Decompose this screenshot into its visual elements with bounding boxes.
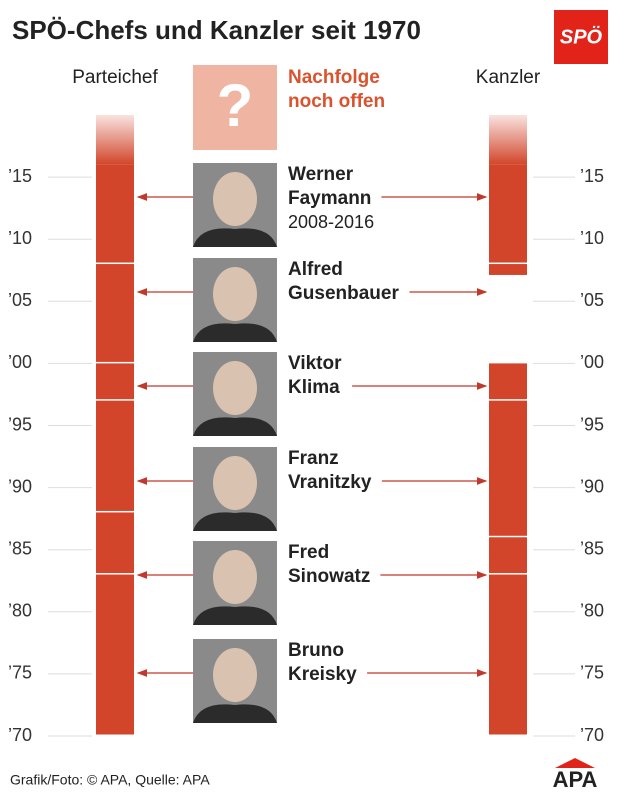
right-label: Kanzler (476, 67, 541, 88)
person-name: Gusenbauer (288, 283, 399, 304)
bar-segment (96, 512, 134, 574)
photo-face (213, 172, 257, 226)
y-tick-label: ’00 (8, 352, 32, 372)
photo-face (213, 648, 257, 702)
y-tick-label: ’75 (8, 663, 32, 683)
person-name: Alfred (288, 259, 343, 280)
photo-body (193, 606, 277, 625)
bar-segment (96, 363, 134, 400)
chart-title: SPÖ-Chefs und Kanzler seit 1970 (12, 15, 421, 45)
photo-face (213, 456, 257, 510)
vacancy-mark: ? (217, 72, 254, 139)
y-tick-label: ’70 (580, 725, 604, 745)
brand-mark (555, 758, 595, 768)
left-label: Parteichef (72, 67, 158, 88)
photo-face (213, 550, 257, 604)
person-name: Viktor (288, 353, 342, 374)
bar-segment (96, 164, 134, 263)
bar-segment (489, 363, 527, 400)
bar-segment (489, 537, 527, 574)
bar-fade (96, 115, 134, 165)
photo-body (193, 228, 277, 247)
person-name: Franz (288, 448, 339, 469)
y-tick-label: ’80 (580, 601, 604, 621)
y-tick-label: ’10 (580, 228, 604, 248)
y-tick-label: ’05 (580, 290, 604, 310)
logo-box (554, 10, 608, 64)
brand: APA (553, 767, 598, 792)
y-tick-label: ’10 (8, 228, 32, 248)
photo-face (213, 267, 257, 321)
bar-fade (489, 115, 527, 165)
bar-segment (96, 264, 134, 362)
y-tick-label: ’05 (8, 290, 32, 310)
person-name: Vranitzky (288, 472, 372, 493)
vacancy-text: noch offen (288, 91, 385, 112)
person-name: Kreisky (288, 664, 357, 685)
y-tick-label: ’75 (580, 663, 604, 683)
person-note: 2008-2016 (288, 212, 374, 232)
bar-segment (96, 574, 134, 735)
vacancy-text: Nachfolge (288, 67, 380, 88)
y-tick-label: ’00 (580, 352, 604, 372)
y-tick-label: ’70 (8, 725, 32, 745)
bar-segment (489, 264, 527, 275)
source: Grafik/Foto: © APA, Quelle: APA (10, 772, 210, 788)
y-tick-label: ’15 (8, 166, 32, 186)
photo-body (193, 323, 277, 342)
person-name: Klima (288, 377, 340, 398)
y-tick-label: ’85 (8, 538, 32, 558)
photo-face (213, 361, 257, 415)
person-name: Bruno (288, 640, 344, 661)
y-tick-label: ’95 (580, 414, 604, 434)
bar-segment (489, 164, 527, 263)
y-tick-label: ’90 (580, 476, 604, 496)
y-tick-label: ’80 (8, 601, 32, 621)
photo-body (193, 512, 277, 531)
bar-segment (489, 574, 527, 735)
person-name: Faymann (288, 188, 371, 209)
photo-body (193, 417, 277, 436)
vacancy-box (193, 65, 277, 150)
y-tick-label: ’15 (580, 166, 604, 186)
photo-body (193, 704, 277, 723)
person-name: Werner (288, 164, 354, 185)
y-tick-label: ’95 (8, 414, 32, 434)
bar-segment (96, 400, 134, 511)
bar-segment (489, 400, 527, 536)
person-name: Fred (288, 542, 329, 563)
y-tick-label: ’85 (580, 538, 604, 558)
y-tick-label: ’90 (8, 476, 32, 496)
person-name: Sinowatz (288, 566, 370, 587)
logo: SPÖ (560, 25, 603, 48)
